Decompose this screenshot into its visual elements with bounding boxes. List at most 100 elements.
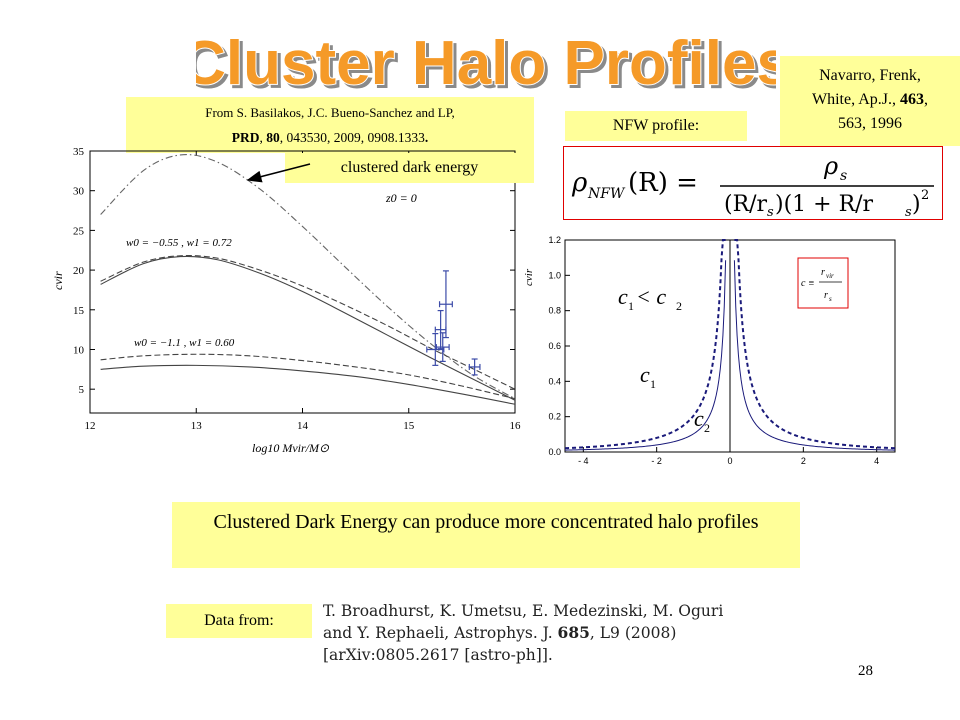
c2-label: c [694,406,704,431]
reference-line1: Navarro, Frenk, [819,67,921,84]
citation-box: From S. Basilakos, J.C. Bueno-Sanchez an… [126,97,534,153]
paper-line2: and Y. Rephaeli, Astrophys. J. 685, L9 (… [323,623,677,642]
left-y-tick-label: 5 [79,384,85,396]
upper-curve-label: w0 = −0.55 , w1 = 0.72 [126,237,232,249]
slide-title: Cluster Halo Profiles [196,28,776,99]
right-axis-ticks: - 4 - 2 0 2 4 0.0 0.2 0.4 0.6 0.8 1.0 1.2 [548,235,879,466]
inequality-c1: c [618,284,628,309]
c2-sub: 2 [704,421,710,435]
conclusion-text: Clustered Dark Energy can produce more c… [213,511,759,533]
left-x-tick-label: 12 [85,420,96,432]
lower-curve-label: w0 = −1.1 , w1 = 0.60 [134,337,235,349]
right-series-c1-right [733,260,896,451]
svg-text:c ≡: c ≡ [801,278,815,289]
formula-num-symbol: ρ [823,152,838,180]
right-x-tick-label: - 4 [578,456,589,466]
right-y-tick-label: 0.2 [548,412,561,422]
left-y-tick-label: 25 [73,225,85,237]
left-series-line-solid [100,364,516,405]
left-x-tick-label: 15 [403,420,415,432]
right-series-group [564,239,896,451]
left-series-group [100,154,516,405]
left-y-tick-label: 30 [73,186,85,198]
paper-line1: T. Broadhurst, K. Umetsu, E. Medezinski,… [323,602,724,620]
citation-journal: PRD [231,130,260,145]
nfw-profile-label: NFW profile: [565,111,747,141]
left-y-tick-label: 35 [73,146,85,158]
inequality-sub1: 1 [628,299,634,313]
left-data-points [426,270,481,376]
left-x-tick-label: 13 [191,420,203,432]
formula-den-sub2: s [905,205,912,219]
page-number: 28 [858,663,873,679]
left-series-line-dashdot [100,154,516,400]
left-y-tick-label: 10 [73,344,85,356]
right-series-c1-left [564,260,727,451]
left-y-tick-label: 15 [73,305,85,317]
right-series-c2-left [564,239,726,450]
formula-num-sub: s [840,168,847,184]
clustered-dark-energy-label: clustered dark energy [285,153,534,183]
formula-lhs-arg: (R) = [628,168,698,198]
data-point-errorbar [434,309,447,350]
right-y-tick-label: 0.0 [548,447,561,457]
concentration-mass-chart: 12 13 14 15 16 5 10 15 20 25 30 35 log10 Mvir/M⊙ cv… [51,146,521,455]
right-x-tick-label: 4 [874,456,879,466]
formula-den-exp: 2 [921,188,929,203]
formula-den-part1: (R/r [724,192,768,217]
nfw-concentration-chart: - 4- 2 0 2 40.00.20.40.60.81.01.2 cvir c 1 … [523,235,896,466]
data-point-errorbar [468,358,481,376]
svg-text:r: r [821,267,825,278]
data-point-errorbar [438,270,453,339]
citation-line2: PRD, 80, 043530, 2009, 0908.1333. [231,130,429,145]
reference-box: Navarro, Frenk, White, Ap.J., 463, 563, … [780,56,960,146]
left-y-tick-label: 20 [73,265,85,277]
right-series-c2-right [734,239,896,450]
c1-label: c [640,362,650,387]
svg-text:r: r [824,290,828,301]
right-y-tick-label: 0.6 [548,341,561,351]
right-x-tick-label: - 2 [651,456,662,466]
data-from-label: Data from: [166,604,312,638]
left-series-line-dashed [100,255,516,390]
citation-rest: , 043530, 2009, 0908.1333 [279,130,425,145]
right-y-tick-label: 0.8 [548,306,561,316]
formula-den-part2: )(1 + R/r [775,192,874,217]
left-plot-frame [89,150,516,414]
formula-den-part3: ) [912,192,921,217]
slide-title-text: Cluster Halo Profiles [196,29,776,98]
left-series-line-solid [100,255,516,401]
formula-den-sub1: s [767,205,774,219]
left-x-tick-label: 16 [510,420,522,432]
citation-line1: From S. Basilakos, J.C. Bueno-Sanchez an… [205,105,455,120]
left-axis-ticks: 12 13 14 15 16 5 10 15 20 25 30 35 [73,146,521,432]
reference-line2: White, Ap.J., 463, [812,91,928,108]
right-x-tick-label: 2 [801,456,806,466]
c1-sub: 1 [650,377,656,391]
nfw-formula-box: ρ NFW (R) = ρ s (R/r s )(1 + R/r s ) 2 [563,146,943,220]
left-x-tick-label: 14 [297,420,309,432]
z0-annotation: z0 = 0 [385,191,417,205]
formula-lhs-symbol: ρ [571,168,588,198]
right-y-tick-label: 1.2 [548,235,561,245]
paper-citation: T. Broadhurst, K. Umetsu, E. Medezinski,… [323,600,793,666]
paper-line3: [arXiv:0805.2617 [astro-ph]]. [323,646,553,664]
data-point-errorbar [426,333,445,366]
reference-line3: 563, 1996 [838,115,902,132]
concentration-definition: c ≡ r vir r s [797,257,849,309]
right-y-tick-label: 0.4 [548,376,561,386]
left-x-axis-label: log10 Mvir/M⊙ [252,441,330,455]
conclusion-box: Clustered Dark Energy can produce more c… [172,502,800,568]
svg-text:s: s [829,295,832,303]
left-series-line-dashed [100,353,516,400]
right-x-tick-label: 0 [727,456,732,466]
right-y-axis-label: cvir [523,268,535,286]
inequality-sub2: 2 [676,299,682,313]
nfw-formula: ρ NFW (R) = ρ s (R/r s )(1 + R/r s ) 2 [571,152,934,220]
left-y-axis-label: cvir [51,271,65,290]
formula-lhs-sub: NFW [587,186,626,202]
inequality-lt: < c [636,284,666,309]
svg-text:vir: vir [826,272,834,280]
right-y-tick-label: 1.0 [548,270,561,280]
citation-volume: 80 [266,130,280,145]
